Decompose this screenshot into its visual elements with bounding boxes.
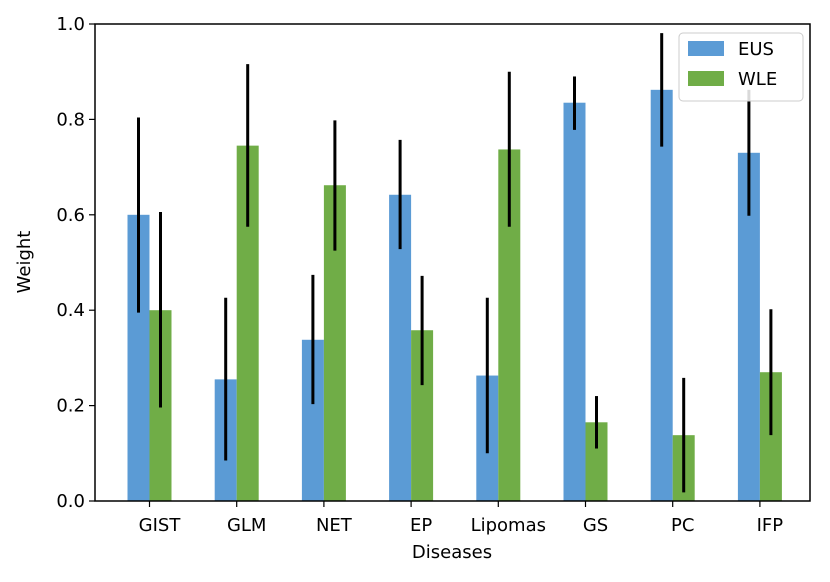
y-tick-label: 1.0 <box>56 14 85 35</box>
x-tick-label: EP <box>410 515 432 536</box>
x-axis: GIST GLM NET EP Lipomas GS PC IFP <box>139 501 784 536</box>
x-tick-label: Lipomas <box>471 515 546 536</box>
legend-swatch-eus <box>688 41 724 56</box>
x-tick-label: GIST <box>139 515 182 536</box>
y-tick-label: 0.8 <box>56 109 85 130</box>
plot-frame <box>94 23 811 502</box>
y-axis: 0.0 0.2 0.4 0.6 0.8 1.0 <box>56 14 95 512</box>
bar-eus-gist <box>127 214 150 502</box>
x-tick-label: PC <box>671 515 694 536</box>
bar-eus-ep <box>389 194 412 502</box>
x-tick-label: GS <box>583 515 608 536</box>
bar-wle-ifp <box>759 372 782 501</box>
x-tick-label: NET <box>316 515 353 536</box>
bar-eus-ifp <box>737 152 760 502</box>
legend-label-wle: WLE <box>738 69 777 90</box>
y-tick-label: 0.4 <box>56 300 85 321</box>
y-axis-label: Weight <box>14 231 35 294</box>
bar-wle-lipomas <box>498 149 521 502</box>
legend-label-eus: EUS <box>738 39 774 60</box>
x-axis-label: Diseases <box>412 542 492 563</box>
y-tick-label: 0.2 <box>56 396 85 417</box>
x-tick-label: IFP <box>757 515 784 536</box>
bar-wle-glm <box>236 145 259 501</box>
legend-swatch-wle <box>688 71 724 86</box>
error-bars-group <box>137 33 773 493</box>
y-tick-label: 0.0 <box>56 491 85 512</box>
bar-wle-ep <box>411 330 434 501</box>
bar-eus-net <box>301 339 324 501</box>
bar-wle-gs <box>585 422 608 501</box>
bar-eus-gs <box>563 102 586 501</box>
x-tick-label: GLM <box>227 515 267 536</box>
y-tick-label: 0.6 <box>56 205 85 226</box>
bar-wle-net <box>323 185 346 501</box>
legend: EUS WLE <box>678 32 804 102</box>
bars-group <box>127 89 782 502</box>
bar-eus-pc <box>650 89 673 502</box>
